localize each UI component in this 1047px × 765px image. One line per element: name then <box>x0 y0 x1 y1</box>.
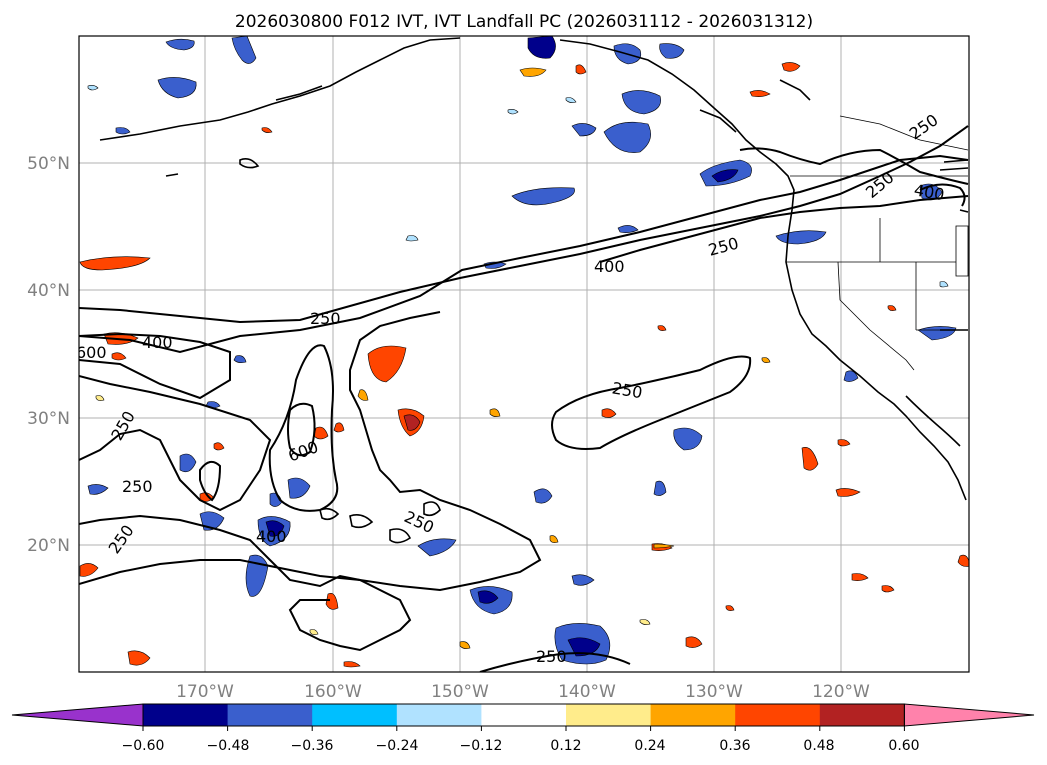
colorbar-swatch <box>227 704 313 726</box>
map-panel: 250 400 600 250 250 400 250 250 600 400 … <box>76 35 970 673</box>
colorbar-ticks <box>142 726 905 731</box>
colorbar-tick-label: 0.12 <box>550 738 581 754</box>
map-frame <box>78 35 970 673</box>
longitude-labels: 170°W 160°W 150°W 140°W 130°W 120°W <box>176 682 870 702</box>
map-background <box>79 36 969 672</box>
colorbar-tick-label: −0.36 <box>291 738 334 754</box>
colorbar-swatch <box>819 704 905 726</box>
lon-label-170w: 170°W <box>176 682 234 702</box>
lon-label-150w: 150°W <box>431 682 489 702</box>
colorbar-extend-low <box>11 703 144 727</box>
contour-label: 250 <box>310 309 341 328</box>
lat-label-30n: 30°N <box>27 409 70 429</box>
lat-label-20n: 20°N <box>27 536 70 556</box>
contour-label: 250 <box>122 477 153 496</box>
colorbar-tick-label: −0.12 <box>460 738 503 754</box>
lon-label-140w: 140°W <box>558 682 616 702</box>
contour-label: 400 <box>256 527 287 546</box>
contour-label: 600 <box>76 343 107 362</box>
colorbar-swatch <box>143 704 229 726</box>
colorbar-tick-label: 0.36 <box>719 738 750 754</box>
lat-label-40n: 40°N <box>27 281 70 301</box>
colorbar-extend-high <box>903 703 1035 727</box>
contour-label: 400 <box>594 257 625 276</box>
graticule <box>79 36 969 672</box>
colorbar-tick-label: 0.60 <box>888 738 919 754</box>
lon-label-130w: 130°W <box>685 682 743 702</box>
colorbar-tick-label: −0.24 <box>376 738 419 754</box>
figure-title: 2026030800 F012 IVT, IVT Landfall PC (20… <box>235 12 813 32</box>
colorbar-swatch <box>312 704 398 726</box>
contour-label: 400 <box>142 333 173 352</box>
colorbar-frame <box>142 703 905 727</box>
colorbar-tick-label: 0.24 <box>634 738 665 754</box>
latitude-labels: 50°N 40°N 30°N 20°N <box>27 154 70 556</box>
contour-label: 250 <box>536 647 567 666</box>
colorbar: −0.60 −0.48 −0.36 −0.24 −0.12 0.12 0.24 … <box>11 703 1035 754</box>
colorbar-tick-label: 0.48 <box>803 738 834 754</box>
colorbar-swatches <box>11 703 1035 727</box>
colorbar-swatch <box>396 704 482 726</box>
colorbar-swatch <box>566 704 652 726</box>
colorbar-swatch <box>650 704 736 726</box>
lon-label-160w: 160°W <box>304 682 362 702</box>
colorbar-tick-label: −0.48 <box>207 738 250 754</box>
colorbar-swatch <box>735 704 821 726</box>
lat-label-50n: 50°N <box>27 154 70 174</box>
colorbar-swatch <box>481 704 567 726</box>
pc-filled-patches <box>79 36 969 668</box>
ivt-contours <box>79 125 969 672</box>
lon-label-120w: 120°W <box>812 682 870 702</box>
colorbar-tick-label: −0.60 <box>122 738 165 754</box>
